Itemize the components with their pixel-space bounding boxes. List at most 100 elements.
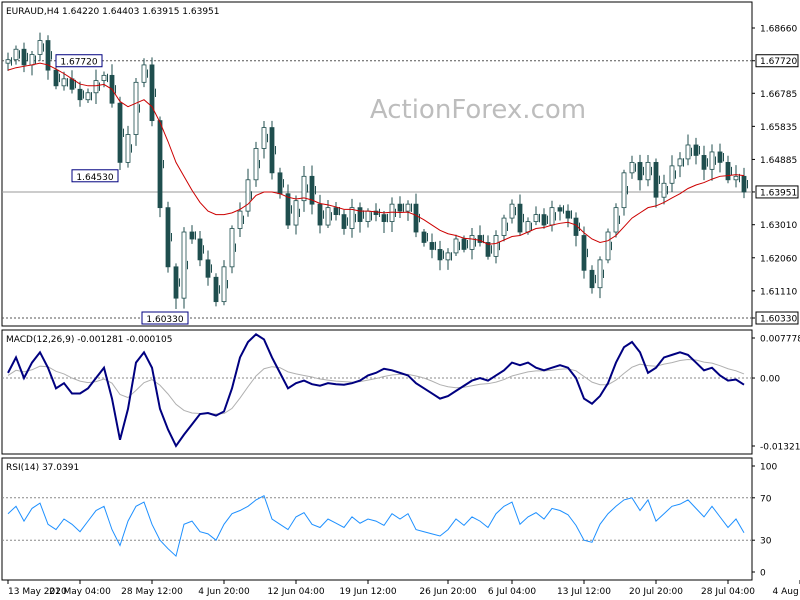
candle-body [53,69,59,87]
price-y-tick-label: 1.65835 [760,123,797,133]
candle-body [325,207,331,226]
candle-body [669,165,675,184]
price-panel-title: EURAUD,H4 1.64220 1.64403 1.63915 1.6395… [6,7,220,17]
candle-body [141,64,147,83]
candle-body [597,259,603,289]
price-y-tick-label: 1.63010 [760,221,797,231]
price-y-tick-label: 1.66785 [760,90,797,100]
macd-panel-title: MACD(12,26,9) -0.001281 -0.000105 [6,335,172,345]
price-y-tag [755,185,799,199]
price-annotation-label: 1.60330 [146,315,183,325]
candle-body [549,207,555,226]
price-annotation-box [71,169,119,183]
candle-body [685,144,691,160]
panel-frame-macd [1,329,753,455]
price-y-tick-label: 1.68660 [760,25,797,35]
rsi-y-tick-label: 30 [760,537,772,547]
candle-body [709,151,715,170]
watermark: ActionForex.com [370,95,586,125]
price-y-tick-label: 1.60330 [760,315,797,325]
candle-body [733,175,739,181]
candle-body [493,235,499,257]
candle-body [525,221,531,233]
price-y-tick-label: 1.67720 [760,57,797,67]
candle-body [37,40,43,55]
macd-y-tick-label: 0.007778 [760,335,800,345]
rsi-y-tick-label: 70 [760,494,772,504]
time-axis-label: 6 Jul 04:00 [488,587,537,597]
candle-body [581,235,587,271]
candle-body [213,276,219,303]
candle-body [637,161,643,181]
rsi-y-tick-label: 100 [760,463,777,473]
candle-body [645,161,651,181]
candle-body [629,161,635,174]
candle-body [5,59,11,64]
candle-body [501,217,507,236]
candle-body [453,238,459,254]
candle-body [85,92,91,101]
candle-body [613,207,619,233]
candle-body [429,242,435,250]
candle-body [565,210,571,219]
candle-body [309,175,315,205]
candle-body [149,64,155,122]
candle-body [461,238,467,250]
candle-body [285,193,291,226]
price-y-tick-label: 1.61110 [760,287,797,297]
candle-body [293,200,299,226]
price-y-tick-label: 1.62060 [760,254,797,264]
candle-body [29,54,35,66]
candle-body [725,161,731,181]
candle-body [485,242,491,257]
candle-body [157,120,163,209]
price-annotation-box [141,311,189,325]
price-annotation-box [55,54,103,68]
candle-body [605,231,611,261]
candle-body [189,231,195,240]
macd-y-tick-label: -0.01321 [760,443,800,453]
candle-body [693,144,699,156]
time-axis-label: 4 Aug 12:00 [773,587,800,597]
time-axis-label: 19 Jun 12:00 [339,587,396,597]
time-axis-label: 21 May 04:00 [49,587,111,597]
candle-body [13,48,19,61]
candle-body [173,266,179,299]
price-y-tick-label: 1.64885 [760,156,797,166]
candle-body [437,249,443,261]
candle-body [197,238,203,261]
candle-body [717,151,723,163]
candle-body [101,74,107,81]
candle-body [317,203,323,226]
candle-body [229,228,235,268]
candle-body [21,48,27,66]
candle-body [349,207,355,229]
price-annotation-label: 1.64530 [76,173,113,183]
candle-body [237,210,243,229]
rsi-line [7,494,745,558]
candle-body [133,81,139,135]
candle-body [117,102,123,163]
candle-body [301,175,307,202]
time-axis-label: 13 Jul 12:00 [557,587,611,597]
panel-frame-price [1,1,753,327]
candle-body [181,231,187,299]
price-y-tick-label: 1.63951 [760,188,797,198]
price-y-tag [755,311,799,325]
candle-body [253,148,259,181]
candle-body [93,80,99,94]
time-axis-label: 28 Jul 04:00 [701,587,755,597]
candle-body [677,158,683,167]
candle-body [357,207,363,222]
candle-body [477,235,483,243]
candle-body [557,207,563,212]
candle-body [445,252,451,261]
candle-body [269,127,275,174]
time-axis-label: 4 Jun 20:00 [198,587,250,597]
candle-body [365,210,371,222]
rsi-y-tick-label: 0 [760,569,766,579]
candle-body [341,214,347,229]
candle-body [373,210,379,216]
candle-body [389,203,395,222]
candle-body [221,266,227,303]
